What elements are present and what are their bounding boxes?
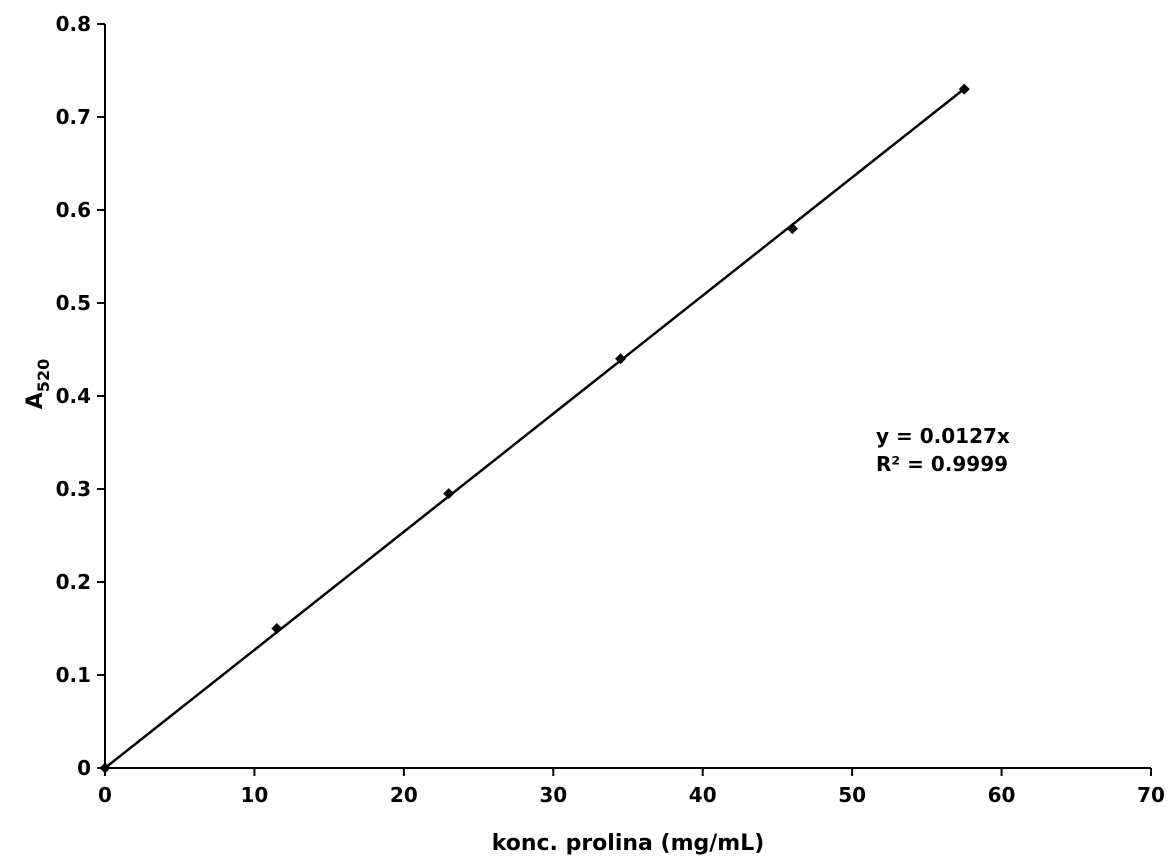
- data-points: [99, 83, 970, 774]
- trendline: [104, 87, 965, 769]
- x-tick-label: 20: [390, 783, 418, 807]
- y-tick-label: 0.7: [56, 105, 91, 129]
- x-tick-label: 50: [838, 783, 866, 807]
- data-point-marker: [786, 223, 798, 235]
- y-tick-label: 0.1: [56, 663, 91, 687]
- x-tick-label: 30: [539, 783, 567, 807]
- x-axis-title: konc. prolina (mg/mL): [492, 831, 765, 856]
- y-tick-label: 0.4: [56, 384, 91, 408]
- data-point-marker: [615, 353, 627, 365]
- trendline-r-squared: R² = 0.9999: [876, 452, 1008, 476]
- x-tick-label: 0: [98, 783, 112, 807]
- x-axis-ticks: 0 10 20 30 40 50 60 70: [98, 768, 1165, 807]
- data-point-marker: [958, 83, 970, 95]
- y-tick-label: 0.2: [56, 570, 91, 594]
- data-point-marker: [443, 488, 455, 500]
- x-tick-label: 60: [988, 783, 1016, 807]
- y-axis-ticks: 0 0.1 0.2 0.3 0.4 0.5 0.6 0.7 0.8: [56, 12, 105, 780]
- y-tick-label: 0.8: [56, 12, 91, 36]
- y-tick-label: 0: [77, 756, 91, 780]
- y-tick-label: 0.5: [56, 291, 91, 315]
- y-axis-title-main: A: [23, 392, 48, 409]
- y-axis-title-subscript: 520: [34, 359, 53, 392]
- data-point-marker: [271, 623, 283, 634]
- y-tick-label: 0.6: [56, 198, 91, 222]
- y-tick-label: 0.3: [56, 477, 91, 501]
- x-tick-label: 40: [689, 783, 717, 807]
- x-tick-label: 10: [241, 783, 269, 807]
- y-axis-title: A520: [23, 359, 53, 409]
- data-point-marker: [99, 762, 111, 774]
- trendline-equation: y = 0.0127x: [876, 424, 1010, 448]
- x-tick-label: 70: [1137, 783, 1165, 807]
